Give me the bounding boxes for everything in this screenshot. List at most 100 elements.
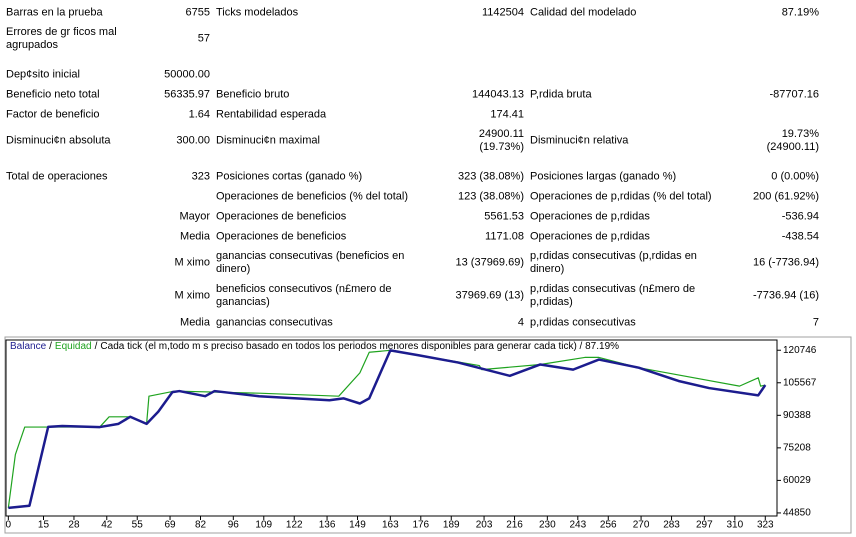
x-tick-label: 323 bbox=[757, 520, 774, 531]
field-value: Mayor bbox=[179, 210, 210, 223]
x-tick-label: 96 bbox=[228, 520, 240, 531]
x-tick-label: 216 bbox=[506, 520, 523, 531]
field-value: -438.54 bbox=[781, 230, 819, 243]
field-value: 57 bbox=[197, 32, 210, 45]
plot-area bbox=[5, 339, 778, 517]
field-value: 50000.00 bbox=[164, 68, 210, 81]
x-tick-label: 28 bbox=[68, 520, 80, 531]
field-label: p,rdidas consecutivas bbox=[530, 316, 636, 329]
y-tick-label: 60029 bbox=[783, 475, 811, 486]
field-label: Operaciones de p,rdidas bbox=[530, 210, 650, 223]
field-label: Beneficio neto total bbox=[6, 88, 100, 101]
field-value: -87707.16 bbox=[769, 88, 819, 101]
field-label: p,rdidas consecutivas (n£mero de p,rdida… bbox=[530, 283, 696, 308]
field-value: 300.00 bbox=[176, 134, 210, 147]
x-tick-label: 82 bbox=[195, 520, 207, 531]
series-line bbox=[8, 349, 767, 510]
field-label: Operaciones de p,rdidas (% del total) bbox=[530, 190, 712, 203]
field-value: 7 bbox=[812, 316, 819, 329]
field-value: 200 (61.92%) bbox=[752, 190, 819, 203]
legend-separator: / bbox=[49, 341, 52, 352]
field-value: Media bbox=[180, 230, 210, 243]
field-label: Disminuci¢n maximal bbox=[216, 134, 320, 147]
x-tick-label: 15 bbox=[38, 520, 50, 531]
field-value: 174.41 bbox=[490, 108, 524, 121]
field-label: Operaciones de beneficios bbox=[216, 230, 347, 243]
field-value: 144043.13 bbox=[472, 88, 524, 101]
field-value: -536.94 bbox=[781, 210, 819, 223]
legend-entry: Equidad bbox=[55, 341, 92, 352]
field-label: Operaciones de p,rdidas bbox=[530, 230, 650, 243]
x-tick-label: 55 bbox=[132, 520, 144, 531]
field-label: beneficios consecutivos (n£mero de ganan… bbox=[216, 283, 392, 308]
field-label: P,rdida bruta bbox=[530, 88, 592, 101]
field-value: 56335.97 bbox=[164, 88, 210, 101]
field-value: 1142504 bbox=[481, 6, 524, 19]
field-value: Media bbox=[180, 316, 210, 329]
field-value: 0 (0.00%) bbox=[771, 170, 819, 183]
field-label: Rentabilidad esperada bbox=[216, 108, 327, 121]
field-label: p,rdidas consecutivas (p,rdidas en diner… bbox=[530, 250, 697, 275]
field-label: Disminuci¢n relativa bbox=[530, 134, 629, 147]
field-value: 37969.69 (13) bbox=[455, 289, 525, 302]
x-tick-label: 122 bbox=[286, 520, 303, 531]
field-label: ganancias consecutivas bbox=[216, 316, 333, 329]
field-value: M ximo bbox=[174, 256, 210, 269]
field-value: M ximo bbox=[174, 289, 210, 302]
legend-entry: Balance bbox=[10, 341, 47, 352]
field-value: 323 bbox=[191, 170, 210, 183]
y-tick-label: 44850 bbox=[783, 508, 811, 519]
legend-subtitle: Cada tick (el m,todo m s preciso basado … bbox=[100, 341, 619, 352]
field-value: 4 bbox=[517, 316, 524, 329]
y-tick-label: 105567 bbox=[783, 377, 817, 388]
field-label: Operaciones de beneficios (% del total) bbox=[216, 190, 408, 203]
x-tick-label: 136 bbox=[319, 520, 336, 531]
field-label: Posiciones cortas (ganado %) bbox=[216, 170, 363, 183]
x-tick-label: 149 bbox=[349, 520, 366, 531]
field-value: 24900.11 (19.73%) bbox=[478, 128, 524, 153]
x-tick-label: 203 bbox=[476, 520, 493, 531]
x-tick-label: 270 bbox=[633, 520, 650, 531]
field-label: Ticks modelados bbox=[216, 6, 299, 19]
field-value: 123 (38.08%) bbox=[457, 190, 524, 203]
field-value: 323 (38.08%) bbox=[457, 170, 524, 183]
field-value: 5561.53 bbox=[484, 210, 524, 223]
field-label: ganancias consecutivas (beneficios en di… bbox=[216, 250, 405, 275]
x-tick-label: 69 bbox=[164, 520, 176, 531]
field-label: Calidad del modelado bbox=[530, 6, 637, 19]
x-tick-label: 230 bbox=[539, 520, 556, 531]
y-tick-label: 90388 bbox=[783, 410, 811, 421]
x-tick-label: 283 bbox=[663, 520, 680, 531]
field-label: Barras en la prueba bbox=[6, 6, 103, 19]
field-label: Operaciones de beneficios bbox=[216, 210, 347, 223]
x-tick-label: 189 bbox=[443, 520, 460, 531]
field-label: Beneficio bruto bbox=[216, 88, 290, 101]
x-tick-label: 176 bbox=[412, 520, 429, 531]
field-value: 13 (37969.69) bbox=[455, 256, 525, 269]
y-tick-label: 75208 bbox=[783, 442, 811, 453]
field-label: Total de operaciones bbox=[6, 170, 108, 183]
field-value: 1.64 bbox=[188, 108, 210, 121]
x-tick-label: 163 bbox=[382, 520, 399, 531]
field-label: Factor de beneficio bbox=[6, 108, 100, 121]
field-label: Posiciones largas (ganado %) bbox=[530, 170, 677, 183]
field-value: 19.73% (24900.11) bbox=[766, 128, 819, 153]
field-value: 1171.08 bbox=[485, 230, 524, 243]
field-label: Dep¢sito inicial bbox=[6, 68, 80, 81]
y-tick-label: 120746 bbox=[783, 345, 817, 356]
field-value: -7736.94 (16) bbox=[752, 289, 819, 302]
field-label: Errores de gr ficos mal agrupados bbox=[6, 26, 117, 51]
field-value: 16 (-7736.94) bbox=[752, 256, 819, 269]
x-tick-label: 0 bbox=[6, 520, 12, 531]
field-label: Disminuci¢n absoluta bbox=[6, 134, 111, 147]
x-tick-label: 42 bbox=[101, 520, 113, 531]
field-value: 6755 bbox=[185, 6, 210, 19]
x-tick-label: 243 bbox=[569, 520, 586, 531]
x-tick-label: 109 bbox=[255, 520, 272, 531]
x-tick-label: 256 bbox=[600, 520, 617, 531]
x-tick-label: 310 bbox=[726, 520, 743, 531]
legend-separator: / bbox=[95, 341, 98, 352]
x-tick-label: 297 bbox=[696, 520, 713, 531]
